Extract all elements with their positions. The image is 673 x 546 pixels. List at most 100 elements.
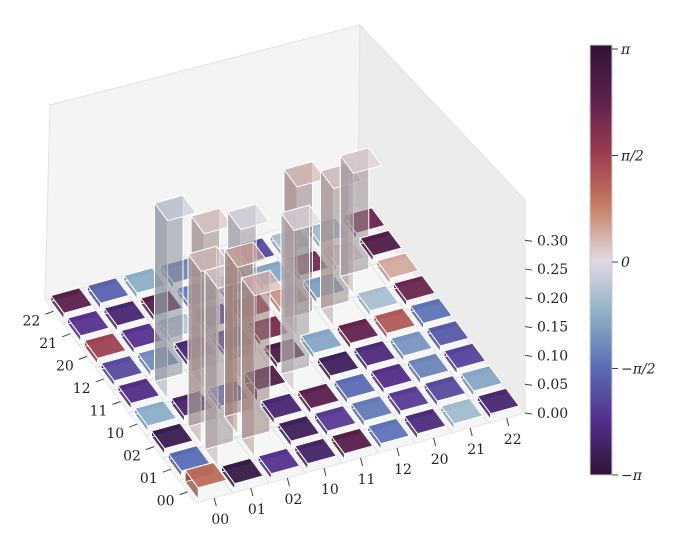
x-tick-mark	[61, 333, 71, 338]
bar-01-22	[459, 365, 504, 399]
bar-02-22	[443, 342, 487, 376]
y-tick-label: 02	[284, 492, 302, 508]
z-tick-mark	[524, 297, 533, 300]
bar-top	[153, 194, 197, 222]
bar-21-00	[66, 309, 111, 344]
bar-top	[313, 405, 357, 432]
bar-21-22	[359, 229, 403, 264]
bar-01-11	[313, 405, 357, 439]
bar-top	[440, 397, 484, 425]
bar-11-12	[299, 327, 344, 361]
z-tick-mark	[524, 354, 533, 357]
y-tick-mark	[396, 447, 400, 457]
bar-10-20	[353, 339, 397, 374]
bar-02-11	[296, 382, 341, 416]
bar-top	[443, 342, 487, 370]
bar-top	[277, 415, 321, 442]
bar-top	[283, 161, 327, 188]
bar-01-21	[423, 375, 467, 409]
bar-01-20	[386, 385, 431, 419]
x-tick-label: 21	[39, 336, 57, 352]
bar-00-20	[403, 407, 447, 441]
bar-10-21	[389, 329, 434, 364]
bar-02-10	[260, 392, 304, 426]
x-axis-ticks: 00 01 02 10 11 12 20 21 22	[22, 310, 188, 510]
bar-top	[83, 332, 127, 359]
y-tick-mark	[286, 477, 290, 487]
bar-11-20	[336, 317, 380, 351]
x-tick-label: 00	[157, 494, 175, 510]
bar-00-12	[367, 417, 411, 451]
bar-00-00	[184, 461, 228, 501]
y-tick-mark	[360, 457, 363, 467]
bar-top	[389, 330, 434, 357]
bar-top	[260, 392, 304, 420]
bar-top	[392, 274, 437, 302]
bar-01-00	[167, 445, 211, 479]
z-tick-mark	[524, 268, 533, 271]
x-tick-label: 01	[140, 471, 158, 487]
x-tick-label: 02	[123, 449, 141, 465]
bar-top	[353, 340, 397, 367]
x-tick-mark	[78, 355, 88, 360]
colorbar-tick-label: −π	[621, 468, 643, 484]
bar-top	[226, 203, 271, 231]
bar-top	[386, 385, 431, 412]
x-tick-mark	[112, 401, 121, 405]
bar-11-01	[153, 194, 197, 401]
bar-top	[280, 204, 324, 232]
bar-top	[316, 350, 360, 377]
bar-top	[336, 317, 380, 344]
y-tick-label: 20	[431, 452, 449, 468]
bar-top	[184, 461, 228, 489]
colorbar-tick-label: π/2	[620, 148, 644, 164]
bar-top	[50, 287, 94, 314]
x-tick-mark	[95, 378, 104, 383]
y-tick-mark	[433, 437, 437, 447]
bar-10-00	[133, 399, 178, 434]
bar-12-00	[100, 354, 144, 389]
x-tick-label: 12	[73, 381, 91, 397]
bar-top	[403, 407, 447, 435]
z-tick-label: 0.05	[537, 377, 568, 393]
x-tick-label: 10	[106, 426, 124, 442]
bar-top	[223, 241, 268, 268]
x-tick-mark	[162, 468, 172, 473]
bar-top	[240, 269, 284, 297]
z-tick-mark	[524, 412, 533, 415]
bar-top	[117, 377, 161, 404]
bar-top	[100, 354, 144, 382]
x-tick-label: 11	[90, 404, 108, 420]
bar-01-12	[350, 395, 394, 429]
bar-top	[423, 375, 467, 402]
bar-top	[296, 382, 341, 410]
bar-00-02	[257, 447, 301, 481]
bar-top	[367, 417, 411, 445]
bar-top	[190, 207, 234, 235]
y-tick-label: 22	[504, 432, 522, 448]
bar-top	[406, 352, 450, 380]
bar-10-11	[280, 204, 324, 394]
z-tick-label: 0.10	[537, 348, 568, 364]
bar-top	[257, 447, 301, 475]
bar-top	[299, 327, 344, 354]
bar-top	[350, 395, 394, 422]
colorbar-tick-label: −π/2	[621, 362, 656, 378]
bar-top	[339, 147, 383, 174]
bar-02-12	[333, 372, 377, 406]
bar-top	[409, 297, 453, 324]
bar-top	[86, 277, 130, 304]
bar-12-21	[356, 284, 400, 319]
bars	[50, 147, 520, 501]
bar-11-22	[409, 297, 453, 331]
x-tick-label: 22	[22, 313, 40, 329]
y-tick-mark	[323, 467, 327, 477]
y-tick-label: 21	[467, 442, 485, 458]
bar-top	[359, 229, 403, 257]
bar-22-01	[86, 277, 130, 311]
colorbar-ticks: π π/2 0 −π/2 −π	[612, 42, 656, 484]
bar-top	[356, 284, 400, 312]
bar-01-02	[240, 269, 284, 459]
y-tick-mark	[469, 427, 473, 437]
